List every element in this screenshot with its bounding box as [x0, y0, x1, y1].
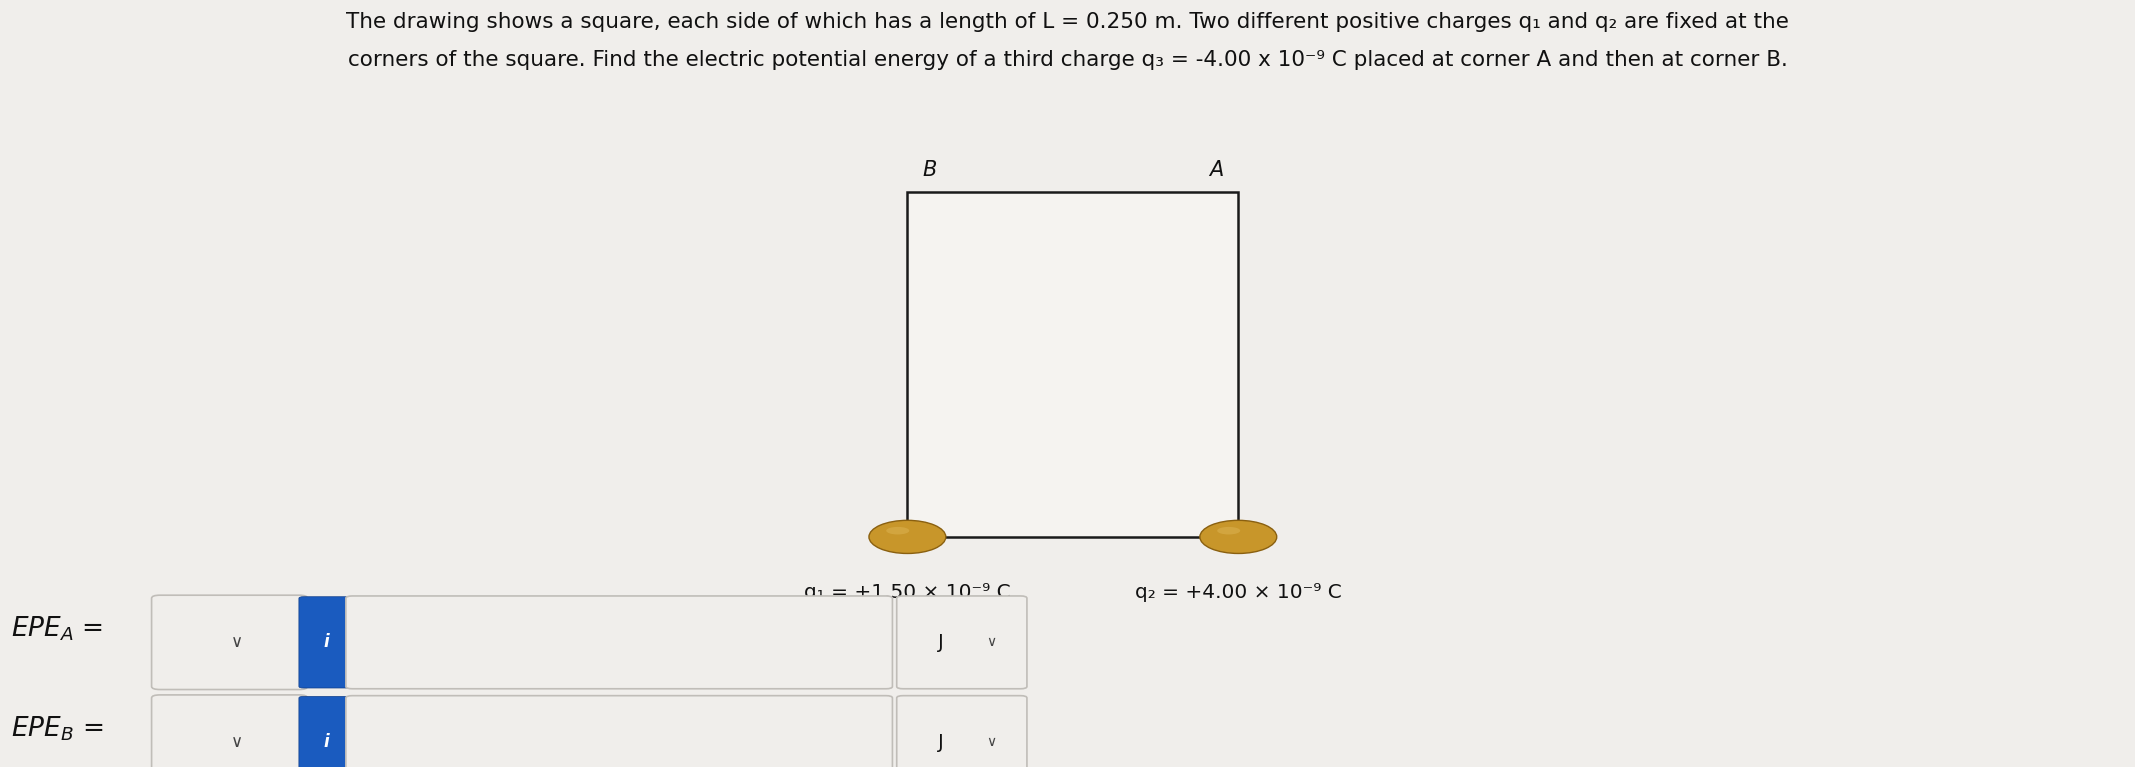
- FancyBboxPatch shape: [346, 696, 892, 767]
- Text: q₂ = +4.00 × 10⁻⁹ C: q₂ = +4.00 × 10⁻⁹ C: [1136, 583, 1341, 602]
- FancyBboxPatch shape: [152, 695, 307, 767]
- FancyBboxPatch shape: [346, 596, 892, 689]
- Ellipse shape: [1200, 520, 1277, 554]
- Text: ∨: ∨: [231, 733, 243, 751]
- Text: B: B: [922, 160, 937, 180]
- FancyBboxPatch shape: [299, 597, 354, 688]
- FancyBboxPatch shape: [152, 595, 307, 690]
- FancyBboxPatch shape: [299, 696, 354, 767]
- Ellipse shape: [869, 520, 946, 554]
- Text: q₁ = +1.50 × 10⁻⁹ C: q₁ = +1.50 × 10⁻⁹ C: [805, 583, 1010, 602]
- Ellipse shape: [1217, 527, 1240, 535]
- Text: ∨: ∨: [986, 635, 997, 650]
- Text: $\mathit{EPE}_{B}$ =: $\mathit{EPE}_{B}$ =: [11, 715, 102, 743]
- Text: A: A: [1208, 160, 1223, 180]
- Polygon shape: [907, 192, 1238, 537]
- Text: i: i: [325, 733, 329, 751]
- FancyBboxPatch shape: [897, 696, 1027, 767]
- Text: ∨: ∨: [986, 735, 997, 749]
- Text: J: J: [937, 732, 944, 752]
- Text: J: J: [937, 633, 944, 652]
- Ellipse shape: [886, 527, 910, 535]
- FancyBboxPatch shape: [897, 596, 1027, 689]
- Text: The drawing shows a square, each side of which has a length of L = 0.250 m. Two : The drawing shows a square, each side of…: [346, 12, 1789, 31]
- Text: $\mathit{EPE}_{A}$ =: $\mathit{EPE}_{A}$ =: [11, 615, 102, 644]
- Text: ∨: ∨: [231, 634, 243, 651]
- Text: i: i: [325, 634, 329, 651]
- Text: corners of the square. Find the electric potential energy of a third charge q₃ =: corners of the square. Find the electric…: [348, 50, 1787, 70]
